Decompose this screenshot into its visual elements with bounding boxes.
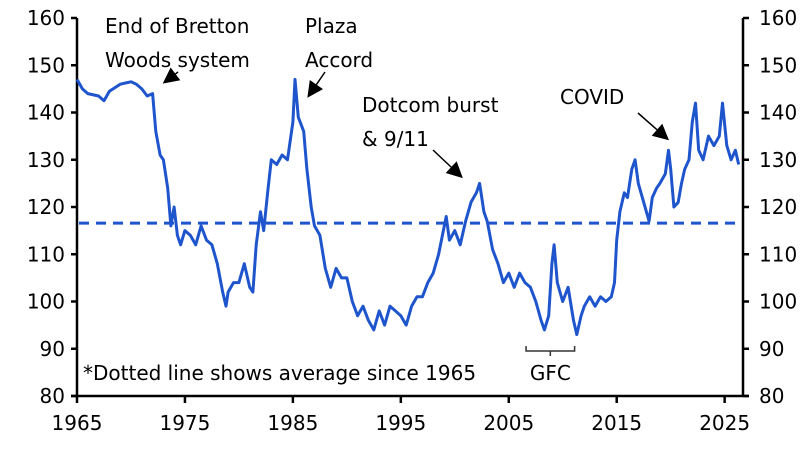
x-tick-label: 1985 <box>267 411 318 435</box>
y-tick-label-left: 130 <box>27 148 65 172</box>
y-tick-label-left: 90 <box>40 337 65 361</box>
y-tick-label-right: 130 <box>759 148 797 172</box>
y-tick-label-left: 140 <box>27 101 65 125</box>
series-line <box>75 77 741 337</box>
y-tick-label-right: 110 <box>759 242 797 266</box>
annotations: End of Bretton Woods system Plaza Accord Dot… <box>105 14 669 385</box>
gfc-bracket <box>525 346 576 356</box>
annotation-label: COVID <box>560 85 624 109</box>
annotation-label: Plaza <box>305 14 358 38</box>
y-tick-label-left: 80 <box>40 384 65 408</box>
annotation-arrow-line <box>175 71 179 75</box>
annotation-label: Accord <box>305 48 373 72</box>
annotation-label: End of Bretton <box>105 14 249 38</box>
annotation-arrow-line <box>637 112 658 131</box>
arrow-icon <box>162 67 181 84</box>
y-tick-label-right: 90 <box>759 337 784 361</box>
annotation-label: Dotcom burst <box>362 93 499 117</box>
y-tick-label-right: 100 <box>759 290 797 314</box>
arrow-icon <box>307 80 323 98</box>
axes: 80 80 90 90 100 100 110 110 120 120 130 130 140 140 15… <box>27 6 797 435</box>
y-tick-label-left: 100 <box>27 290 65 314</box>
gfc-label: GFC <box>530 361 571 385</box>
y-tick-label-left: 160 <box>27 6 65 30</box>
arrow-icon <box>651 123 669 141</box>
y-tick-label-right: 120 <box>759 195 797 219</box>
y-tick-label-right: 140 <box>759 101 797 125</box>
x-tick-label: 2005 <box>483 411 534 435</box>
x-tick-label: 1965 <box>52 411 103 435</box>
x-tick-label: 1975 <box>159 411 210 435</box>
x-tick-label: 2025 <box>699 411 750 435</box>
annotation-arrow-line <box>432 149 452 168</box>
annotation-label: & 9/11 <box>362 127 429 151</box>
x-tick-label: 1995 <box>375 411 426 435</box>
footnote: *Dotted line shows average since 1965 <box>83 361 476 385</box>
x-tick-label: 2015 <box>591 411 642 435</box>
y-tick-label-left: 150 <box>27 53 65 77</box>
annotation-label: Woods system <box>105 48 250 72</box>
y-tick-label-right: 150 <box>759 53 797 77</box>
y-tick-label-left: 110 <box>27 242 65 266</box>
arrow-icon <box>445 161 463 179</box>
y-tick-label-right: 80 <box>759 384 784 408</box>
y-tick-label-right: 160 <box>759 6 797 30</box>
annotation-arrow-line <box>315 71 326 85</box>
y-tick-label-left: 120 <box>27 195 65 219</box>
